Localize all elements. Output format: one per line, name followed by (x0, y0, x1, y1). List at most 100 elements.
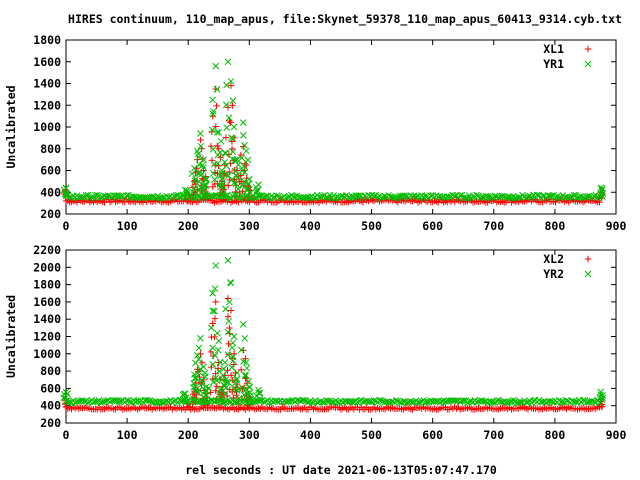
data-point (399, 398, 407, 405)
data-point (242, 372, 249, 380)
data-point (210, 169, 217, 177)
y-tick-label: 400 (40, 185, 61, 199)
x-tick-label: 700 (483, 219, 504, 233)
data-point (199, 161, 206, 169)
data-point (213, 129, 221, 136)
data-point (242, 192, 250, 200)
data-point (229, 97, 237, 104)
data-point (414, 399, 422, 406)
data-point (273, 192, 281, 199)
data-point (227, 307, 235, 314)
data-point (222, 150, 230, 157)
data-point (197, 365, 204, 373)
data-point (598, 185, 606, 192)
data-point (197, 136, 204, 144)
data-point (228, 344, 236, 352)
top-panel: 0 100 200 300 400 500 600 700 800 900 200 400 600 800… (4, 33, 626, 233)
data-point (238, 346, 245, 354)
x-tick-label: 400 (300, 428, 321, 442)
data-point (202, 176, 210, 184)
data-point (201, 397, 209, 404)
data-point (188, 170, 196, 178)
data-point (194, 192, 202, 200)
data-point (284, 193, 292, 201)
data-point (533, 191, 541, 199)
data-point (598, 187, 606, 194)
data-point (213, 85, 221, 93)
data-point (215, 359, 222, 366)
data-point (522, 194, 530, 202)
data-point (211, 307, 218, 315)
data-point (409, 398, 416, 406)
data-point (597, 391, 605, 399)
data-point (224, 351, 232, 358)
y-tick-label: 2000 (33, 260, 61, 274)
data-point (269, 194, 277, 202)
x-tick-label: 0 (63, 428, 70, 442)
data-point (145, 397, 152, 404)
data-point (241, 142, 248, 149)
data-point (226, 117, 233, 125)
data-point (228, 355, 236, 362)
y-tick-label: 600 (40, 381, 61, 395)
data-point (495, 194, 503, 201)
y-tick-label: 1000 (33, 347, 61, 361)
x-tick-label: 300 (239, 428, 260, 442)
data-point (196, 170, 203, 177)
data-point (221, 158, 229, 166)
y-tick-label: 2200 (33, 243, 61, 257)
data-point (232, 180, 240, 188)
y-tick-label: 1200 (33, 98, 61, 112)
data-point (227, 119, 234, 126)
y-axis-label: Uncalibrated (4, 295, 18, 378)
data-point (227, 77, 235, 85)
y-tick-label: 1600 (33, 295, 61, 309)
data-point (192, 175, 199, 183)
data-point (233, 375, 241, 383)
data-point (253, 392, 260, 400)
data-point (245, 180, 252, 188)
data-point (421, 192, 429, 200)
data-point (225, 114, 233, 122)
data-point (214, 346, 222, 354)
data-point (214, 160, 221, 167)
data-point (197, 130, 204, 137)
data-point (572, 191, 580, 199)
data-point (213, 377, 221, 385)
data-point (211, 315, 219, 322)
legend-label: XL2 (543, 252, 564, 266)
data-point (84, 191, 92, 199)
data-point (148, 193, 156, 200)
data-point (230, 123, 238, 131)
data-point (548, 192, 556, 200)
data-point (451, 192, 459, 200)
data-point (498, 192, 506, 200)
data-point (180, 390, 188, 398)
data-point (97, 399, 105, 406)
data-point (229, 135, 237, 142)
data-point (246, 384, 253, 391)
data-point (370, 397, 378, 404)
data-point (200, 156, 207, 163)
data-point (238, 178, 245, 185)
data-point (317, 398, 325, 405)
data-point (211, 352, 219, 359)
data-point (209, 344, 217, 352)
data-point (581, 194, 589, 202)
data-point (208, 324, 215, 332)
data-point (212, 62, 220, 70)
data-point (112, 397, 119, 404)
data-point (208, 126, 216, 134)
y-tick-label: 200 (40, 416, 61, 430)
y-tick-label: 1800 (33, 33, 61, 47)
data-point (200, 163, 207, 171)
data-point (212, 191, 220, 199)
data-point (566, 193, 574, 201)
data-point (324, 397, 332, 405)
data-point (553, 193, 561, 200)
data-point (344, 194, 352, 202)
plot-frame (65, 39, 617, 215)
y-tick-label: 800 (40, 142, 61, 156)
data-point (202, 182, 210, 189)
data-point (377, 194, 385, 202)
